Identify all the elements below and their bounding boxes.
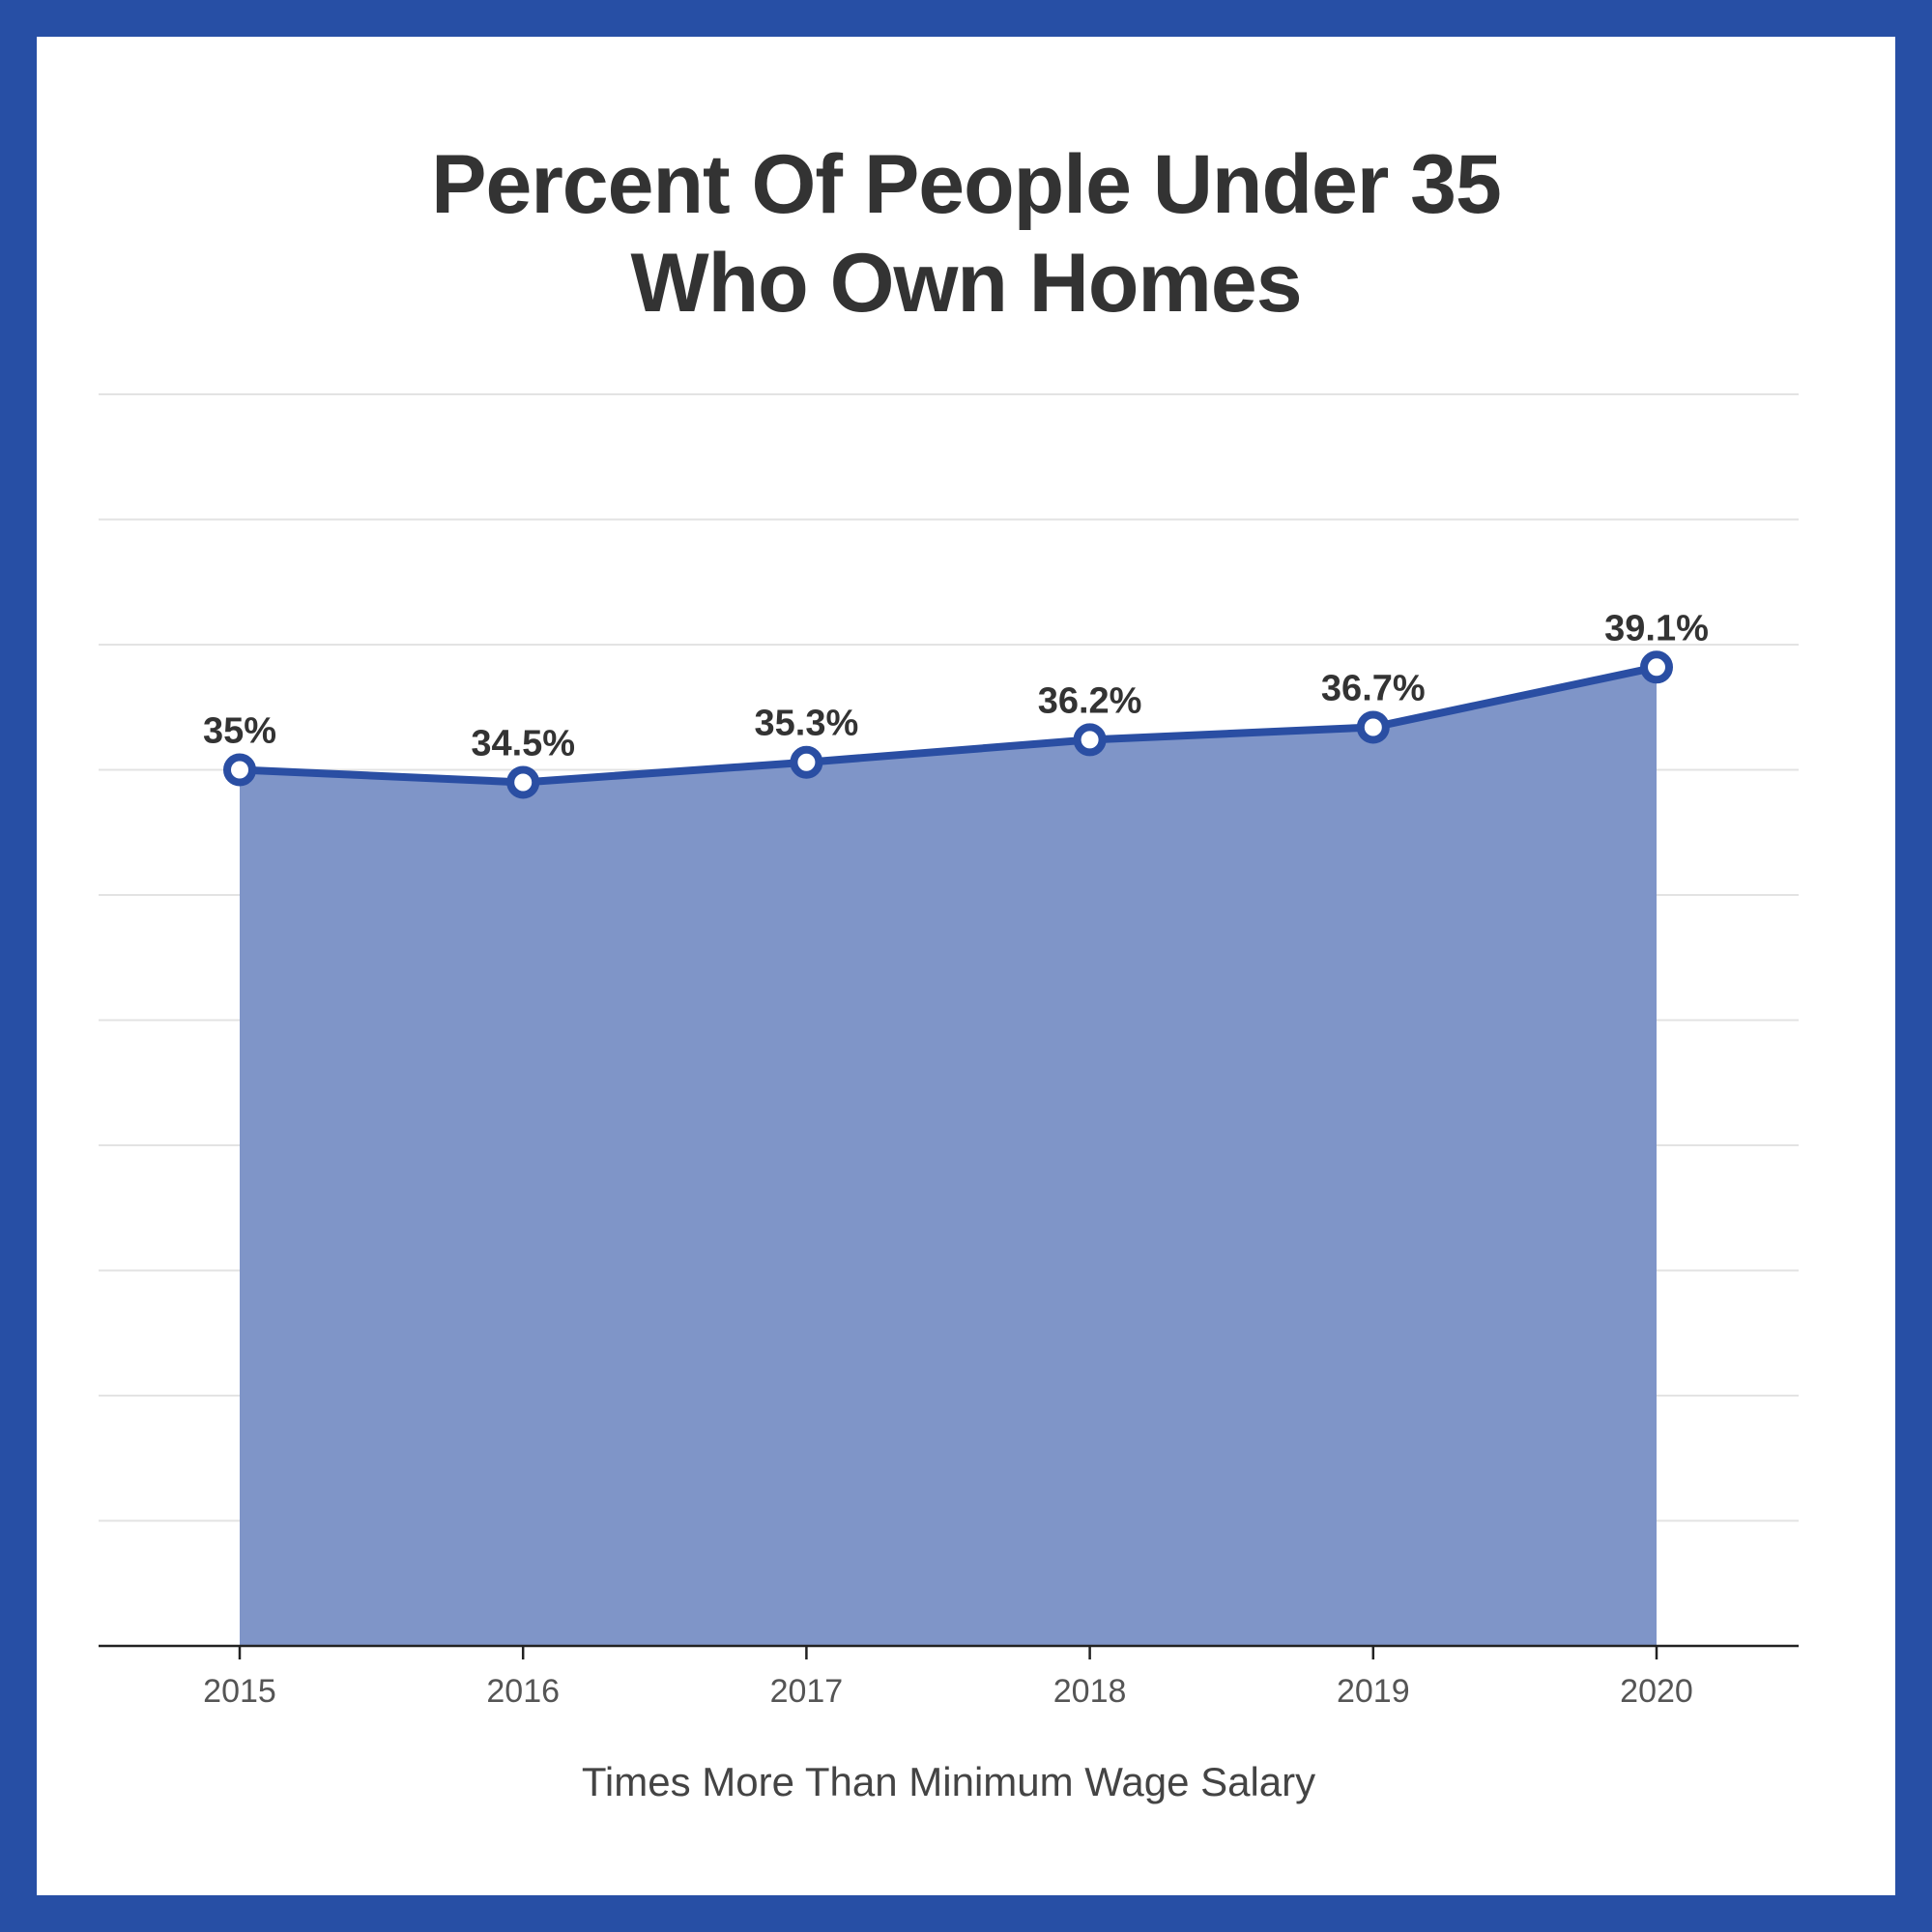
area-layer	[239, 663, 1658, 1646]
area-fill	[240, 667, 1657, 1646]
x-axis-label: Times More Than Minimum Wage Salary	[582, 1759, 1315, 1804]
chart-title: Percent Of People Under 35 Who Own Homes	[0, 135, 1932, 332]
data-label: 36.7%	[1321, 668, 1426, 708]
data-point	[1356, 710, 1390, 744]
data-label: 36.2%	[1038, 680, 1142, 721]
data-label: 34.5%	[471, 723, 575, 764]
data-point	[1640, 650, 1673, 684]
data-label: 39.1%	[1604, 608, 1709, 649]
chart-title-line-2: Who Own Homes	[630, 237, 1302, 330]
x-tick-label: 2019	[1337, 1673, 1410, 1710]
data-point	[1073, 723, 1107, 757]
data-point	[223, 753, 256, 787]
data-point	[506, 765, 540, 799]
x-tick-label: 2017	[770, 1673, 844, 1710]
data-label: 35.3%	[755, 704, 859, 744]
series-line	[239, 663, 1658, 787]
chart-title-line-1: Percent Of People Under 35	[431, 138, 1502, 231]
data-label: 35%	[203, 711, 276, 752]
x-tick-label: 2016	[486, 1673, 560, 1710]
data-markers	[223, 650, 1673, 799]
x-tick-label: 2018	[1053, 1673, 1127, 1710]
data-labels: 35% 34.5% 35.3% 36.2% 36.7% 39.1%	[203, 608, 1709, 764]
x-tick-label: 2020	[1620, 1673, 1693, 1710]
x-tick-labels: 2015 2016 2017 2018 2019 2020	[203, 1646, 1693, 1710]
data-point	[790, 745, 823, 779]
x-tick-label: 2015	[203, 1673, 276, 1710]
